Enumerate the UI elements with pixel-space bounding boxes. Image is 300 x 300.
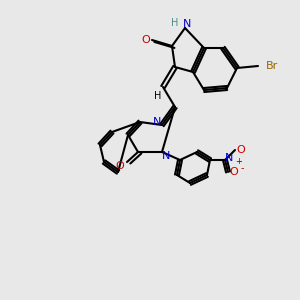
Text: O: O xyxy=(142,35,150,45)
Text: N: N xyxy=(225,153,233,163)
Text: +: + xyxy=(236,158,242,166)
Text: O: O xyxy=(230,167,238,177)
Text: O: O xyxy=(116,161,124,171)
Text: N: N xyxy=(183,19,191,29)
Text: O: O xyxy=(237,145,245,155)
Text: N: N xyxy=(162,151,170,161)
Text: Br: Br xyxy=(266,61,278,71)
Text: N: N xyxy=(153,117,161,127)
Text: -: - xyxy=(240,163,244,173)
Text: H: H xyxy=(154,91,162,101)
Text: H: H xyxy=(171,18,179,28)
